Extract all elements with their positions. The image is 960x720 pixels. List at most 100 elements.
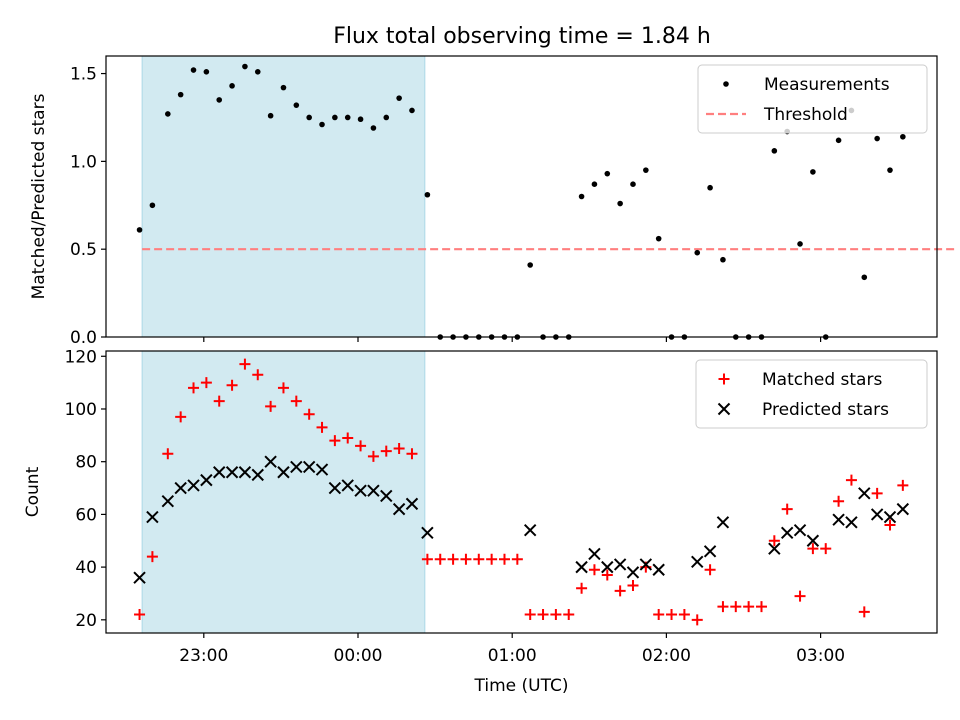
data-point <box>421 553 433 565</box>
data-point <box>225 466 239 479</box>
data-point <box>639 558 653 571</box>
data-point <box>332 114 338 121</box>
data-point <box>357 116 364 123</box>
data-point <box>355 440 367 452</box>
data-point <box>694 249 701 256</box>
series-measurements <box>136 63 906 340</box>
data-point <box>370 125 377 131</box>
data-point <box>870 508 884 521</box>
data-point <box>630 181 636 188</box>
y-tick-label: 100 <box>65 400 97 420</box>
data-point <box>884 519 896 531</box>
data-point <box>704 564 716 576</box>
legend-label: Matched stars <box>762 370 882 390</box>
data-point <box>887 167 893 173</box>
y-tick-label: 0.0 <box>70 328 97 348</box>
data-point <box>188 382 200 394</box>
data-point <box>498 553 510 565</box>
data-point <box>807 543 819 555</box>
data-point <box>743 601 755 613</box>
data-point <box>780 526 794 540</box>
data-point <box>200 473 213 487</box>
data-point <box>226 379 238 391</box>
axes-frame <box>105 55 938 338</box>
data-point <box>187 479 200 492</box>
data-point <box>691 555 704 569</box>
legend-box <box>695 359 928 429</box>
data-point <box>858 487 871 500</box>
data-point <box>716 516 730 529</box>
data-point <box>267 112 274 119</box>
bottom-panel: 20 40 60 80 100 120 23:00 00:00 01:00 02:00 03:00 C… <box>23 347 938 696</box>
data-point <box>238 466 252 479</box>
data-point <box>380 489 393 503</box>
x-tick-label: 01:00 <box>488 646 537 666</box>
data-point <box>755 601 767 613</box>
data-point <box>897 479 909 491</box>
legend-label: Measurements <box>764 75 890 95</box>
data-point <box>239 358 251 370</box>
data-point <box>460 553 472 565</box>
data-point <box>896 502 910 516</box>
data-point <box>653 609 665 621</box>
data-point <box>409 107 415 114</box>
data-point <box>265 400 277 412</box>
data-point <box>707 184 713 191</box>
data-point <box>328 481 342 495</box>
data-point <box>703 545 717 558</box>
data-point <box>434 553 446 565</box>
data-point <box>617 200 623 207</box>
data-point <box>730 601 742 613</box>
x-tick-label: 02:00 <box>642 646 691 666</box>
legend-label: Predicted stars <box>762 400 889 420</box>
data-point <box>626 566 640 579</box>
data-point <box>447 553 459 565</box>
data-point <box>134 609 146 621</box>
data-point <box>303 408 315 420</box>
data-point <box>835 137 842 144</box>
data-point <box>316 421 328 433</box>
data-point <box>174 481 187 495</box>
x-tick-label: 03:00 <box>796 646 845 666</box>
data-point <box>858 606 870 618</box>
data-point <box>213 466 226 479</box>
data-point <box>794 590 806 602</box>
data-point <box>781 503 793 515</box>
data-point <box>601 560 614 574</box>
y-tick-label: 0.5 <box>70 240 97 260</box>
axes-frame <box>105 350 938 634</box>
data-point <box>136 227 143 233</box>
data-point <box>213 395 225 407</box>
data-point <box>613 558 627 571</box>
legend: Measurements Threshold <box>697 64 928 134</box>
data-point <box>652 563 665 576</box>
data-point <box>861 274 868 281</box>
data-point <box>264 455 277 468</box>
y-tick-label: 20 <box>75 611 97 631</box>
data-point <box>162 448 174 460</box>
data-point <box>396 95 402 101</box>
y-tick-label: 60 <box>75 505 97 525</box>
legend-marker <box>723 81 729 87</box>
data-point <box>771 148 778 154</box>
data-point <box>627 580 639 592</box>
data-point <box>614 585 626 597</box>
series-matched-stars <box>134 358 909 626</box>
data-point <box>833 495 845 507</box>
data-point <box>720 256 726 263</box>
data-point <box>883 510 897 524</box>
x-axis-label: Time (UTC) <box>474 676 569 696</box>
data-point <box>832 513 845 526</box>
data-point <box>486 553 498 565</box>
data-point <box>655 235 662 242</box>
y-axis-label: Matched/Predicted stars <box>29 93 49 299</box>
shaded-interval <box>141 350 426 634</box>
data-point <box>601 569 613 581</box>
data-point <box>341 479 354 492</box>
data-point <box>383 114 390 121</box>
data-point <box>666 609 678 621</box>
data-point <box>527 262 533 268</box>
data-point <box>393 443 405 455</box>
data-point <box>424 191 431 198</box>
data-point <box>820 543 832 555</box>
